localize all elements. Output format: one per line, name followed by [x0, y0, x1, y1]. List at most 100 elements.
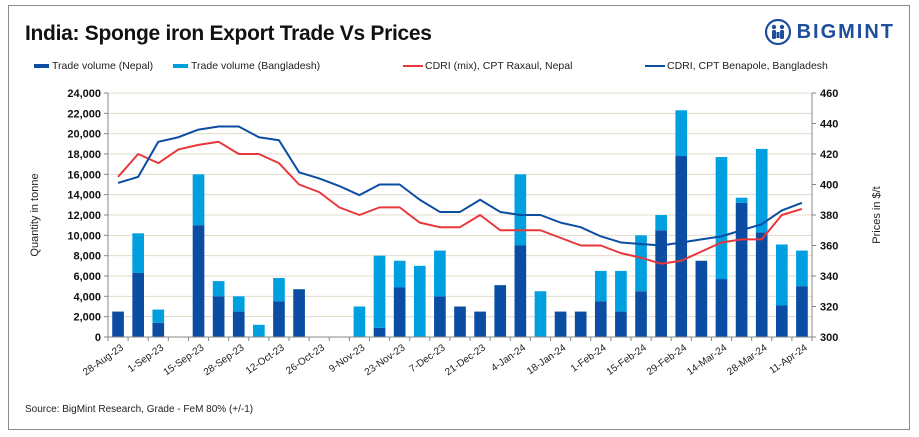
- bar-nepal: [232, 311, 245, 337]
- y-tick-label: 20,000: [67, 129, 101, 141]
- y2-tick-label: 440: [820, 119, 838, 131]
- bar-bangladesh: [434, 250, 446, 297]
- y2-tick-label: 300: [820, 332, 838, 344]
- bar-nepal: [132, 272, 145, 337]
- y-tick-label: 24,000: [67, 88, 101, 100]
- bar-bangladesh: [594, 270, 607, 302]
- x-tick-label: 14-Mar-24: [685, 342, 729, 378]
- legend-item-nepal-volume: Trade volume (Nepal): [34, 60, 173, 72]
- legend-swatch: [403, 65, 423, 67]
- chart-title: India: Sponge iron Export Trade Vs Price…: [25, 22, 432, 45]
- x-tick-label: 26-Oct-23: [284, 342, 327, 377]
- y-tick-label: 18,000: [67, 149, 101, 161]
- y-tick-label: 0: [95, 332, 101, 344]
- bar-nepal: [373, 327, 386, 337]
- x-tick-label: 28-Sep-23: [202, 342, 247, 378]
- bar-nepal: [212, 296, 225, 337]
- y2-tick-label: 400: [820, 180, 838, 192]
- bar-nepal: [112, 311, 124, 337]
- bar-nepal: [695, 260, 708, 337]
- legend-label: CDRI (mix), CPT Raxaul, Nepal: [425, 60, 573, 72]
- y2-tick-label: 460: [820, 88, 838, 100]
- y2-tick-label: 340: [820, 271, 838, 283]
- bar-nepal: [514, 245, 527, 337]
- bar-bangladesh: [735, 197, 748, 203]
- y-axis-title: Quantity in tonne: [29, 173, 41, 256]
- bar-bangladesh: [755, 148, 768, 233]
- bar-nepal: [574, 311, 587, 337]
- legend-item-raxaul-price: CDRI (mix), CPT Raxaul, Nepal: [403, 60, 645, 72]
- y-tick-label: 22,000: [67, 108, 101, 120]
- bar-bangladesh: [655, 215, 667, 231]
- x-tick-label: 15-Sep-23: [162, 342, 207, 378]
- x-tick-label: 21-Dec-23: [443, 342, 488, 378]
- bar-nepal: [474, 311, 486, 337]
- y2-tick-label: 320: [820, 302, 838, 314]
- legend-swatch: [34, 64, 49, 68]
- x-tick-label: 18-Jan-24: [525, 342, 569, 377]
- bar-nepal: [615, 311, 627, 337]
- bar-nepal: [554, 311, 567, 337]
- bar-nepal: [594, 301, 607, 337]
- bar-nepal: [796, 286, 808, 337]
- bar-nepal: [454, 306, 466, 337]
- chart-frame: [8, 5, 910, 430]
- bar-bangladesh: [393, 260, 406, 288]
- legend-label: Trade volume (Bangladesh): [191, 60, 321, 72]
- bar-bangladesh: [253, 324, 265, 337]
- legend-swatch: [645, 65, 665, 67]
- y2-axis-title: Prices in $/t: [871, 186, 883, 243]
- y-tick-label: 6,000: [73, 271, 101, 283]
- x-tick-label: 28-Aug-23: [81, 342, 126, 378]
- y-tick-label: 8,000: [73, 251, 101, 263]
- y2-tick-label: 380: [820, 210, 838, 222]
- bar-nepal: [293, 289, 305, 337]
- bar-nepal: [434, 296, 446, 337]
- bar-nepal: [735, 202, 748, 337]
- bar-nepal: [494, 285, 507, 337]
- bar-bangladesh: [132, 233, 145, 273]
- y-tick-label: 14,000: [67, 190, 101, 202]
- x-tick-label: 29-Feb-24: [645, 342, 689, 378]
- bars: [112, 110, 808, 337]
- x-tick-label: 4-Jan-24: [489, 342, 528, 374]
- chart-legend: Trade volume (Nepal) Trade volume (Bangl…: [34, 60, 828, 72]
- bar-bangladesh: [775, 244, 788, 306]
- x-tick-label: 15-Feb-24: [605, 342, 649, 378]
- y-tick-label: 4,000: [73, 291, 101, 303]
- y2-tick-label: 420: [820, 149, 838, 161]
- bar-nepal: [273, 301, 285, 337]
- x-tick-label: 1-Feb-24: [569, 342, 609, 375]
- source-note: Source: BigMint Research, Grade - FeM 80…: [25, 404, 254, 415]
- line-benapole-price: [117, 125, 803, 247]
- bar-bangladesh: [273, 278, 285, 302]
- bar-bangladesh: [413, 265, 426, 337]
- y2-tick-label: 360: [820, 241, 838, 253]
- bar-bangladesh: [796, 250, 808, 287]
- bar-nepal: [715, 279, 728, 337]
- bar-nepal: [192, 225, 205, 337]
- y-tick-label: 10,000: [67, 230, 101, 242]
- y-tick-label: 16,000: [67, 169, 101, 181]
- bar-bangladesh: [353, 306, 366, 337]
- bar-bangladesh: [715, 157, 728, 280]
- bar-nepal: [393, 287, 406, 337]
- x-tick-label: 12-Oct-23: [244, 342, 287, 377]
- x-tick-label: 9-Nov-23: [327, 342, 367, 375]
- logo-people-icon: [764, 19, 791, 45]
- bar-bangladesh: [635, 235, 647, 292]
- x-tick-label: 28-Mar-24: [725, 342, 769, 378]
- bar-bangladesh: [534, 291, 547, 337]
- x-tick-label: 11-Apr-24: [768, 342, 810, 376]
- legend-label: Trade volume (Nepal): [52, 60, 154, 72]
- logo-text: BIGMINT: [796, 20, 895, 43]
- bar-nepal: [675, 156, 688, 337]
- legend-item-bangladesh-volume: Trade volume (Bangladesh): [173, 60, 403, 72]
- bar-bangladesh: [152, 309, 165, 323]
- legend-label: CDRI, CPT Benapole, Bangladesh: [667, 60, 828, 72]
- x-tick-label: 1-Sep-23: [126, 342, 166, 375]
- bar-bangladesh: [615, 270, 627, 312]
- y-tick-label: 2,000: [73, 312, 101, 324]
- legend-item-benapole-price: CDRI, CPT Benapole, Bangladesh: [645, 60, 828, 72]
